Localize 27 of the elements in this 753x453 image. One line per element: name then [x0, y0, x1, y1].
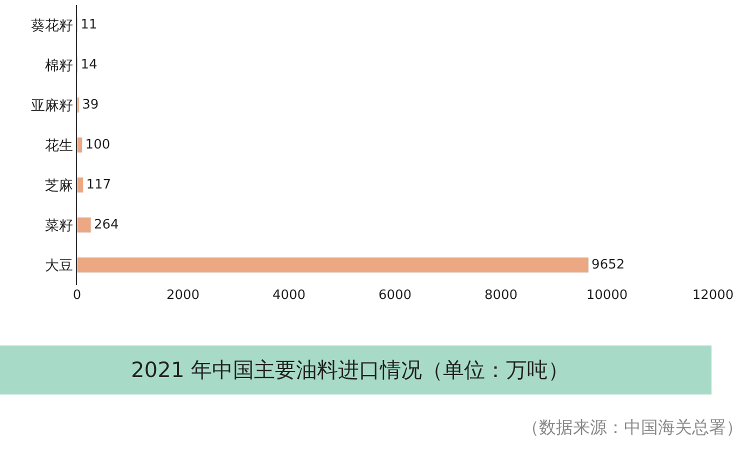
- bar: [77, 137, 83, 153]
- bar: [77, 177, 84, 193]
- y-tick-label: 花生: [45, 138, 74, 154]
- x-tick-label: 6000: [378, 288, 412, 303]
- y-tick-label: 大豆: [45, 258, 74, 274]
- data-label: 14: [80, 58, 98, 72]
- y-tick-label: 菜籽: [45, 218, 74, 234]
- y-tick-label: 芝麻: [45, 178, 74, 194]
- text: （数据来源：中国海关总署）: [522, 418, 743, 438]
- bar: [77, 217, 92, 233]
- data-label: 39: [82, 98, 99, 112]
- x-tick-label: 2000: [166, 288, 200, 303]
- text: 2021 年中国主要油料进口情况（单位：万吨）: [130, 358, 570, 382]
- bar: [77, 257, 589, 273]
- data-label: 9652: [592, 258, 625, 272]
- data-label: 264: [94, 218, 119, 232]
- data-label: 100: [85, 138, 110, 152]
- x-tick-label: 12000: [692, 288, 734, 303]
- y-tick-label: 葵花籽: [31, 18, 74, 34]
- x-tick-label: 10000: [586, 288, 628, 303]
- y-tick-label: 亚麻籽: [31, 98, 74, 114]
- x-tick-label: 4000: [272, 288, 306, 303]
- x-tick-label: 0: [72, 288, 82, 303]
- x-tick-label: 8000: [484, 288, 518, 303]
- y-tick-label: 棉籽: [45, 58, 74, 74]
- data-label: 117: [86, 178, 112, 192]
- data-label: 11: [80, 18, 98, 32]
